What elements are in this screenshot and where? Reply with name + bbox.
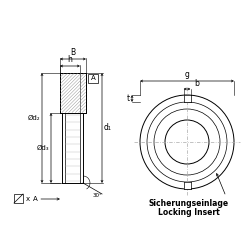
Text: A: A xyxy=(90,76,96,82)
Text: Ød₃: Ød₃ xyxy=(36,145,49,151)
Text: g: g xyxy=(184,70,190,79)
Text: t: t xyxy=(127,94,130,103)
Text: Ød₂: Ød₂ xyxy=(28,115,40,121)
Bar xyxy=(60,73,86,113)
Text: 30°: 30° xyxy=(93,193,103,198)
Text: Sicherungseinlage: Sicherungseinlage xyxy=(149,199,229,208)
Text: Locking Insert: Locking Insert xyxy=(158,208,220,217)
Text: h: h xyxy=(68,55,72,64)
Text: A: A xyxy=(33,196,38,202)
Text: x: x xyxy=(26,196,30,202)
Text: b: b xyxy=(194,79,200,88)
Bar xyxy=(88,74,98,83)
Text: d₁: d₁ xyxy=(104,124,112,132)
Bar xyxy=(184,95,190,102)
Bar xyxy=(184,182,190,189)
Bar xyxy=(14,194,23,203)
Text: B: B xyxy=(70,48,76,57)
